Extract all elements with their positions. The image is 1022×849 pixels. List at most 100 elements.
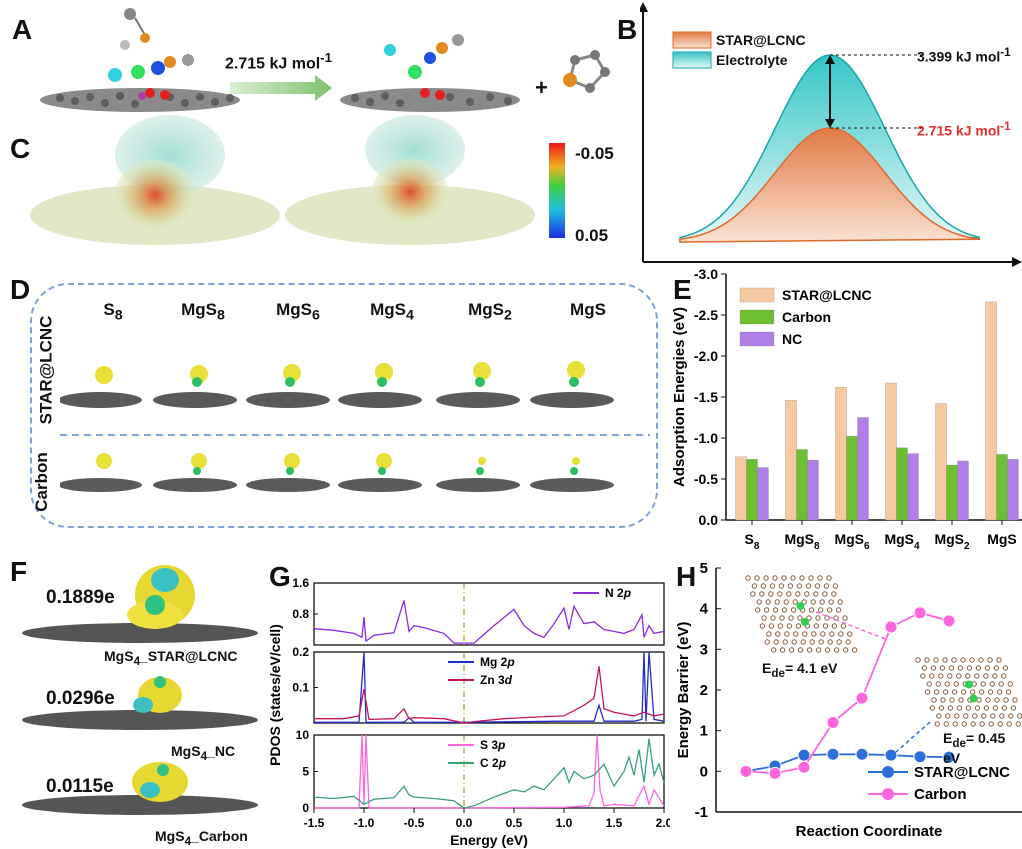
sulfur-cluster-icon: [95, 366, 113, 384]
thf-molecule-icon: [563, 50, 610, 93]
esp-map-icon: [30, 115, 280, 245]
lattice-node: [992, 705, 999, 711]
lattice-node: [756, 599, 762, 605]
lattice-node: [974, 673, 980, 679]
lattice-node: [793, 631, 799, 637]
lattice-node: [970, 721, 976, 727]
lattice-node: [963, 713, 969, 719]
legend-swatch: [739, 331, 775, 347]
lattice-node: [823, 583, 830, 589]
lattice-node: [966, 665, 973, 671]
lattice-inset-icon: [915, 657, 1022, 727]
lattice-node: [800, 639, 806, 645]
graphene-sheet-icon: [338, 478, 422, 492]
lattice-node: [929, 705, 936, 711]
y-tick-label: -2.5: [694, 307, 718, 323]
bar-nc: [907, 453, 919, 521]
graphene-sheet-icon: [436, 392, 520, 408]
graphene-sheet-icon: [40, 88, 240, 112]
lattice-node: [817, 607, 824, 613]
lattice-node: [920, 673, 926, 679]
lattice-node: [933, 657, 939, 663]
y-axis-label: Adsorption Energies (eV): [671, 307, 688, 487]
legend-label: N 2p: [605, 586, 631, 600]
lattice-node: [804, 591, 810, 597]
lattice-inset-icon: [745, 575, 858, 653]
panel-a-molecules: [40, 8, 610, 112]
sulfur-cluster-icon: [567, 361, 585, 379]
bar-starlcnc: [935, 403, 947, 521]
lattice-node: [808, 575, 814, 581]
lattice-node: [833, 647, 840, 653]
legend-swatch: [739, 309, 775, 325]
lattice-node: [828, 599, 834, 605]
x-tick-label: 1.0: [556, 816, 573, 830]
lattice-node: [813, 623, 820, 629]
lattice-node: [795, 591, 801, 597]
lattice-node: [808, 607, 815, 613]
x-tick-label: 1.5: [606, 816, 623, 830]
magnesium-atom-icon: [286, 467, 294, 475]
lattice-node: [936, 713, 942, 719]
graphene-sheet-icon: [246, 392, 330, 408]
lattice-node: [809, 639, 815, 645]
lattice-node: [797, 615, 803, 621]
lattice-node: [811, 631, 817, 637]
lattice-node: [944, 681, 950, 687]
y-tick-label: -1.5: [694, 389, 718, 405]
lattice-node: [815, 615, 821, 621]
lattice-node: [768, 623, 775, 629]
inset2-value: = 0.45 eV: [943, 730, 1006, 766]
y-tick-label: 2: [700, 682, 708, 699]
lattice-node: [796, 583, 803, 589]
lattice-node: [777, 591, 783, 597]
legend-label-star: STAR@LCNC: [716, 32, 806, 48]
lattice-node: [824, 647, 831, 653]
lattice-node: [783, 599, 789, 605]
lattice-node: [801, 599, 807, 605]
data-point: [884, 620, 898, 634]
legend-label: NC: [782, 331, 802, 347]
column-header-mgs4: MgS4: [352, 300, 432, 323]
lattice-node: [763, 575, 769, 581]
structure-name-star-text: MgS: [104, 648, 134, 664]
lattice-node: [954, 713, 960, 719]
y-tick-label: 0: [700, 763, 708, 780]
magnesium-atom-icon: [570, 467, 578, 475]
sulfur-cluster-icon: [191, 453, 207, 469]
reaction-energy-unit-sup: -1: [320, 50, 333, 65]
inset1-e: E: [762, 660, 772, 676]
colorbar-bottom-label: 0.05: [575, 226, 609, 245]
x-tick-label: S8: [745, 531, 760, 552]
series-line-carbon: [745, 611, 950, 775]
lattice-node: [996, 657, 1002, 663]
lattice-node: [965, 705, 972, 711]
legend-label-orbital: p: [498, 756, 506, 770]
esp-colorbar: [549, 143, 565, 238]
reaction-energy-label: 2.715 kJ mol-1: [225, 50, 332, 73]
lattice-node: [956, 673, 962, 679]
inset1-sub: de: [771, 666, 785, 680]
x-tick-label-base: MgS: [884, 531, 914, 547]
legend-label: Mg 2p: [480, 655, 515, 669]
charge-density-icon: [22, 676, 258, 730]
column-header-mgs2-text: MgS: [468, 300, 504, 319]
graphene-sheet-icon: [153, 392, 237, 408]
lattice-node: [765, 599, 771, 605]
x-tick-label-sub: 2: [964, 541, 970, 552]
sulfur-cluster-icon: [572, 457, 580, 465]
structure-name-carbon-text: MgS: [155, 828, 185, 844]
panel-label-a: A: [12, 14, 33, 45]
lattice-node: [985, 697, 991, 703]
lattice-node: [1001, 673, 1007, 679]
lattice-node: [935, 681, 941, 687]
lattice-node: [769, 583, 776, 589]
lattice-node: [802, 631, 808, 637]
panel-h-energy-barrier-chart: -1 0 1 2 3 4 5 Energy Barrier (eV) Reaction Coor…: [675, 560, 1022, 840]
bar-nc: [1007, 459, 1019, 521]
pdos-line-n-2p: [313, 600, 665, 644]
lattice-node: [826, 607, 833, 613]
structure-name-nc-suffix: _NC: [207, 743, 236, 759]
lattice-node: [777, 623, 784, 629]
magnesium-atom-icon: [796, 602, 805, 610]
